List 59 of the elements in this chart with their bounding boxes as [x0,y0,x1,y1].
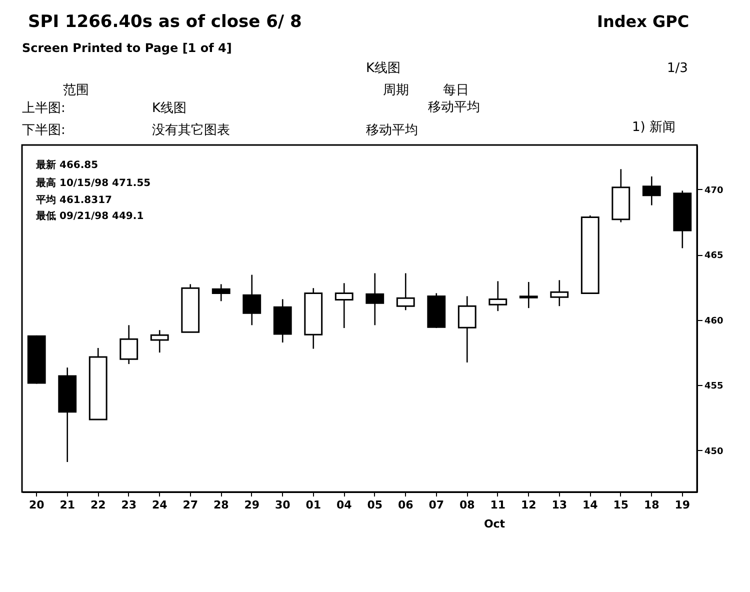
candlestick [642,176,661,206]
x-tick-label: 22 [90,498,106,512]
text: 每日 [443,83,469,98]
x-tick-label: 23 [121,498,137,512]
text: 下半图: [22,123,66,138]
chart-title: SPI 1266.40s as of close 6/ 8 [28,12,302,32]
x-tick-label: 05 [367,498,383,512]
text: K线图 [152,101,187,116]
x-tick-label: 29 [244,498,260,512]
y-tick-label: 465 [704,251,724,262]
text: 移动平均 [366,123,418,138]
x-tick-label: 30 [274,498,291,512]
text: Index GPC [597,12,690,31]
text: 移动平均 [428,100,480,115]
candlestick [212,284,230,302]
x-tick-label: 11 [490,498,506,512]
x-tick-label: 12 [520,498,536,512]
x-axis-title: Oct [484,518,506,530]
text: 周期 [383,83,409,98]
x-tick-label: 14 [582,498,598,512]
text: 范围 [63,83,89,98]
x-tick-label: 19 [674,498,690,512]
x-tick-label: 13 [552,498,568,512]
x-tick-label: 20 [28,498,45,512]
x-tick-label: 24 [152,498,168,512]
x-tick-label: 15 [613,498,629,512]
y-tick-label: 470 [704,186,724,196]
x-tick-label: 04 [336,498,352,512]
candlestick [488,280,508,312]
annotation: 最低 09/21/98 449.1 [35,210,144,222]
annotation: 最高 10/15/98 471.55 [35,177,151,189]
y-tick-label: 460 [704,316,724,326]
y-tick-label: 450 [704,446,724,457]
x-tick-label: 28 [213,498,229,512]
text: 上半图: [22,101,66,116]
candlestick [519,281,538,309]
annotation: 平均 461.8317 [35,194,112,206]
x-tick-label: 06 [398,498,414,512]
x-tick-label: 01 [306,498,322,512]
x-tick-label: 08 [459,498,475,512]
x-tick-label: 18 [644,498,660,512]
x-tick-label: 21 [60,498,76,512]
x-tick-label: 27 [182,498,198,512]
candlestick [550,279,569,307]
annotation: 最新 466.85 [35,159,98,171]
text: K线图 [366,61,401,76]
text: 1/3 [667,61,688,76]
candlestick [366,272,384,326]
x-tick-label: 07 [428,498,444,512]
candlestick [334,282,354,329]
candlestick [150,329,169,354]
candlestick [120,324,138,365]
candlestick [458,296,476,364]
y-tick-label: 455 [704,382,724,392]
text: 1) 新闻 [632,120,676,135]
candlestick [396,272,415,311]
text: Screen Printed to Page [1 of 4] [22,41,232,55]
candlestick [242,274,262,326]
text: 没有其它图表 [152,122,230,138]
